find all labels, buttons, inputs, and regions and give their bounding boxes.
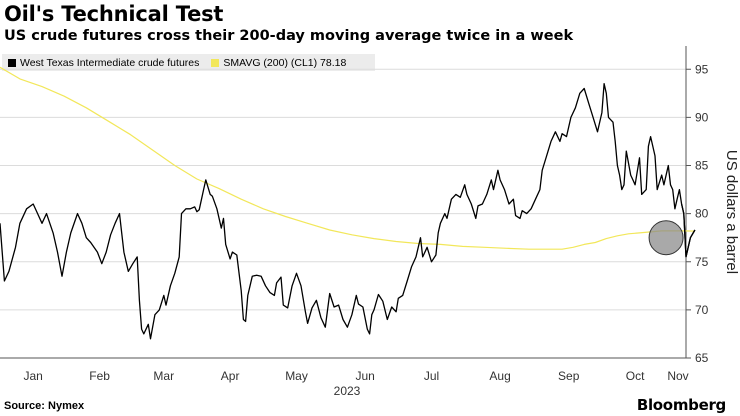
legend-swatch-wti [8,58,16,67]
x-tick-label-jan: Jan [24,369,43,383]
legend-label-wti: West Texas Intermediate crude futures [20,56,200,69]
y-axis-label: US dollars a barrel [723,150,740,274]
series-line-wti [0,83,696,340]
chart-subtitle: US crude futures cross their 200-day mov… [4,28,574,44]
highlight-circle [648,220,684,256]
series-lines [0,66,696,340]
x-tick-labels: Jan Feb Mar Apr May Jun Jul Aug Sep Oct Nov [24,369,689,383]
source-note: Source: Nymex [4,400,85,412]
legend-label-smavg: SMAVG (200) (CL1) 78.18 [223,56,347,69]
y-tick-label-90: 90 [695,110,709,124]
chart-title: Oil's Technical Test [4,2,224,26]
x-tick-label-jul: Jul [424,369,439,383]
x-tick-label-jun: Jun [355,369,374,383]
x-year-label: 2023 [334,384,361,398]
x-tick-label-mar: Mar [153,369,174,383]
annotations [648,203,696,258]
legend-item-wti: West Texas Intermediate crude futures [8,57,199,69]
x-tick-label-oct: Oct [626,369,645,383]
chart-legend: West Texas Intermediate crude futures SM… [2,54,375,71]
y-tick-label-75: 75 [695,255,709,269]
legend-swatch-smavg [211,58,220,67]
bloomberg-logo: Bloomberg [636,396,726,414]
x-tick-label-nov: Nov [667,369,688,383]
y-tick-label-65: 65 [695,351,709,365]
y-tick-label-85: 85 [695,159,709,173]
y-tick-label-80: 80 [695,207,709,221]
y-tick-label-70: 70 [695,303,709,317]
x-tick-label-aug: Aug [489,369,510,383]
legend-item-smavg: SMAVG (200) (CL1) 78.18 [211,57,346,69]
x-tick-label-may: May [285,369,308,383]
grid-lines [0,68,686,359]
y-tick-label-95: 95 [695,62,709,76]
y-tick-labels: 65 70 75 80 85 90 95 [686,62,709,365]
series-line-wti-tail [680,203,696,258]
series-line-smavg [0,66,695,250]
x-tick-label-feb: Feb [89,369,110,383]
x-tick-label-apr: Apr [221,369,240,383]
x-tick-label-sep: Sep [558,369,580,383]
axes [0,46,687,359]
